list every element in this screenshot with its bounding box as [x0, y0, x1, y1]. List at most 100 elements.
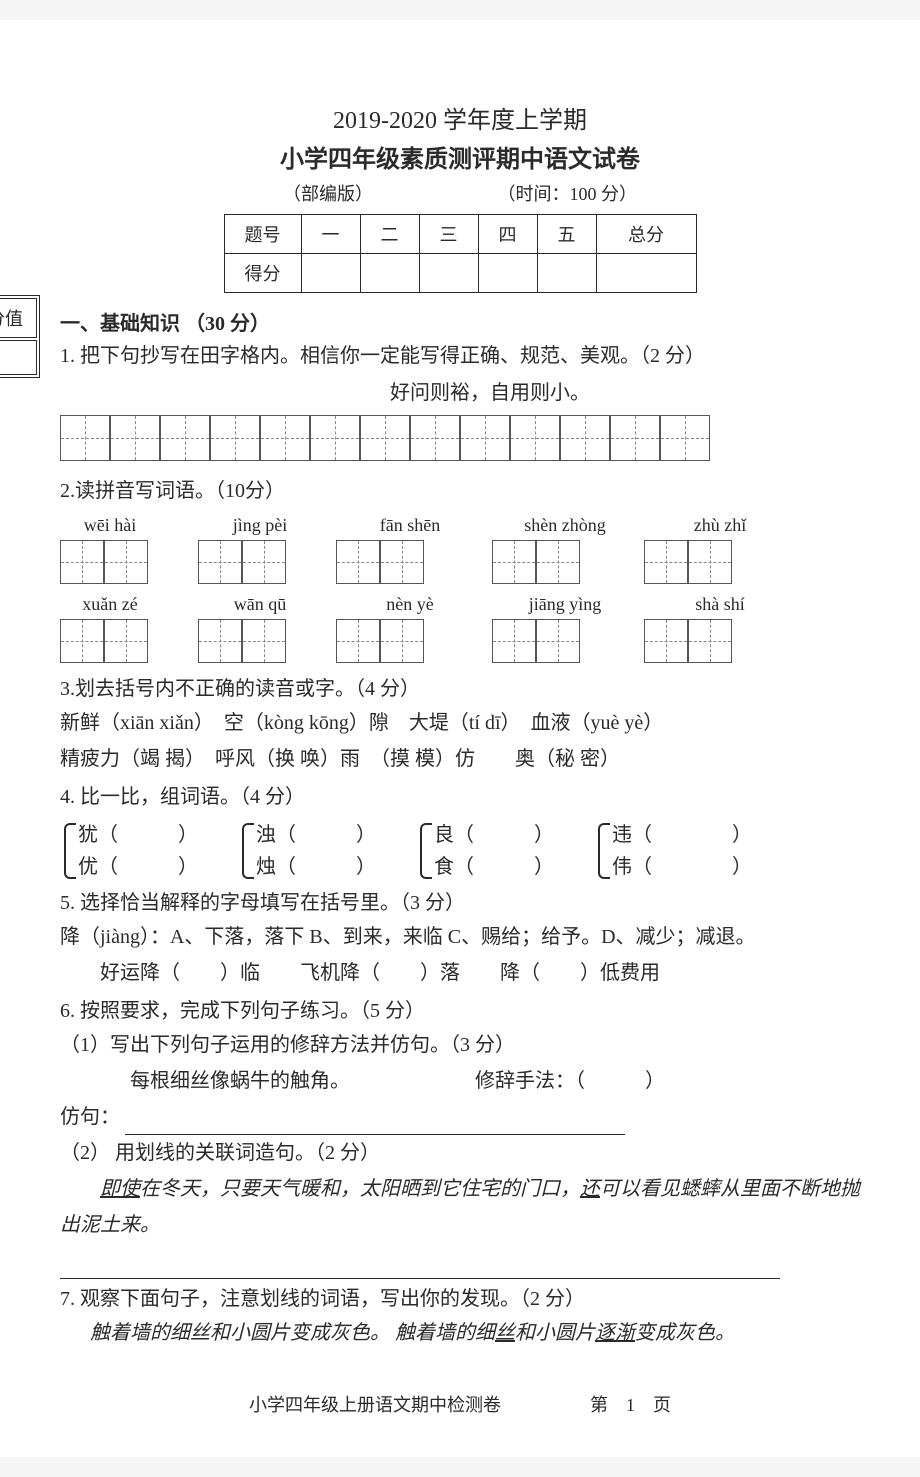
q5-items: 好运降（ ）临 飞机降（ ）落 降（ ）低费用 [100, 955, 860, 991]
pinyin: shèn zhòng [510, 515, 620, 536]
version-time-row: （部编版） （时间：100 分） [60, 180, 860, 206]
q7-s1b-mid: 和小圆片 [515, 1322, 595, 1344]
q6-sub2-sentence: 即使在冬天，只要天气暖和，太阳晒到它住宅的门口，还可以看见蟋蟀从里面不断地抛出泥… [60, 1171, 860, 1243]
score-row-label: 得分 [224, 254, 301, 293]
q4-prompt: 4. 比一比，组词语。（4 分） [60, 781, 860, 813]
score-col-label: 题号 [224, 215, 301, 254]
score-cell [478, 254, 537, 293]
word-box [492, 540, 580, 584]
pinyin: shà shí [670, 594, 770, 615]
title-year: 2019-2020 学年度上学期 [60, 100, 860, 135]
q2-prompt: 2.读拼音写词语。（10分） [60, 475, 860, 507]
q4-pair-top: 违（ ） [612, 819, 752, 851]
q2-box-row-1 [60, 540, 860, 584]
writing-cell [60, 415, 110, 461]
writing-cell [460, 415, 510, 461]
score-col-2: 二 [360, 215, 419, 254]
pinyin: jiāng yìng [510, 594, 620, 615]
score-col-4: 四 [478, 215, 537, 254]
q6-sub2-link: 还 [580, 1178, 600, 1200]
word-box [336, 540, 424, 584]
score-cell [301, 254, 360, 293]
q4-pair-bottom: 伟（ ） [612, 851, 752, 883]
score-col-total: 总分 [596, 215, 696, 254]
word-box [644, 540, 732, 584]
pinyin: nèn yè [360, 594, 460, 615]
q3-line-2: 精疲力（竭 揭） 呼风（换 唤）雨 （摸 模）仿 奥（秘 密） [60, 741, 860, 777]
writing-cell [660, 415, 710, 461]
q4-pair-top: 良（ ） [434, 819, 554, 851]
q6-sub1-method-label: 修辞手法：（ ） [475, 1070, 665, 1092]
q4-pair: 浊（ ） 烛（ ） [238, 819, 376, 883]
score-col-3: 三 [419, 215, 478, 254]
footer-right: 第 1 页 [590, 1395, 671, 1415]
blank-line [125, 1113, 625, 1135]
title-exam: 小学四年级素质测评期中语文试卷 [60, 139, 860, 174]
footer-left: 小学四年级上册语文期中检测卷 [249, 1395, 501, 1415]
score-table: 题号 一 二 三 四 五 总分 得分 [224, 214, 697, 293]
writing-cell [260, 415, 310, 461]
q2-pinyin-row-2: xuǎn zé wān qū nèn yè jiāng yìng shà shí [60, 594, 860, 615]
q7-prompt: 7. 观察下面句子，注意划线的词语，写出你的发现。（2 分） [60, 1283, 860, 1315]
word-box [492, 619, 580, 663]
q6-sub2-pre: 即使 [100, 1178, 140, 1200]
q4-bracket-group: 犹（ ） 优（ ） 浊（ ） 烛（ ） 良（ ） 食（ ） 违（ ） 伟（ ） [60, 819, 860, 883]
q5-options: 降（jiàng）：A、下落，落下 B、到来，来临 C、赐给；给予。D、减少；减退… [60, 919, 860, 955]
score-col-5: 五 [537, 215, 596, 254]
pinyin: wān qū [210, 594, 310, 615]
q2-pinyin-row-1: wēi hài jìng pèi fān shēn shèn zhòng zhù… [60, 515, 860, 536]
writing-cell [510, 415, 560, 461]
q7-s1b-pre: 触着墙的细 [395, 1322, 495, 1344]
q6-sub1-imitate-row: 仿句： [60, 1099, 860, 1135]
time-label: （时间：100 分） [498, 184, 638, 204]
q5-prompt: 5. 选择恰当解释的字母填写在括号里。（3 分） [60, 887, 860, 919]
word-box [60, 540, 148, 584]
writing-cell [310, 415, 360, 461]
q6-sub1-prompt: （1）写出下列句子运用的修辞方法并仿句。（3 分） [60, 1027, 860, 1063]
writing-cell [210, 415, 260, 461]
q4-pair-bottom: 烛（ ） [256, 851, 376, 883]
q3-line-1: 新鲜（xiān xiǎn） 空（kòng kōng）隙 大堤（tí dī） 血液… [60, 705, 860, 741]
writing-cell [160, 415, 210, 461]
score-table-score-row: 得分 [224, 254, 696, 293]
q7-s1a: 触着墙的细丝和小圆片变成灰色。 [90, 1322, 390, 1344]
word-box [198, 540, 286, 584]
writing-cell [560, 415, 610, 461]
word-box [644, 619, 732, 663]
writing-cell [610, 415, 660, 461]
q4-pair-bottom: 食（ ） [434, 851, 554, 883]
section-1-heading: 一、基础知识 （30 分） [60, 307, 860, 336]
q4-pair-bottom: 优（ ） [78, 851, 198, 883]
word-box [60, 619, 148, 663]
q6-sub2-mid1: 在冬天，只要天气暖和，太阳晒到它住宅的门口， [140, 1178, 580, 1200]
writing-cell [110, 415, 160, 461]
pinyin: fān shēn [360, 515, 460, 536]
q4-pair: 犹（ ） 优（ ） [60, 819, 198, 883]
score-cell [360, 254, 419, 293]
q2-box-row-2 [60, 619, 860, 663]
q6-sub1-sentence: 每根细丝像蜗牛的触角。 [130, 1070, 350, 1092]
exam-page: 分值 2019-2020 学年度上学期 小学四年级素质测评期中语文试卷 （部编版… [0, 20, 920, 1457]
word-box [198, 619, 286, 663]
q6-sub2-prompt: （2） 用划线的关联词造句。（2 分） [60, 1135, 860, 1171]
score-box-label: 分值 [0, 298, 37, 338]
score-cell [419, 254, 478, 293]
q4-pair: 违（ ） 伟（ ） [594, 819, 752, 883]
q7-s1b-u2: 逐渐 [595, 1322, 635, 1344]
score-box-blank [0, 340, 37, 375]
q7-sentences: 触着墙的细丝和小圆片变成灰色。 触着墙的细丝和小圆片逐渐变成灰色。 [60, 1315, 860, 1351]
q6-prompt: 6. 按照要求，完成下列句子练习。（5 分） [60, 995, 860, 1027]
writing-cell [360, 415, 410, 461]
pinyin: wēi hài [60, 515, 160, 536]
score-cell [537, 254, 596, 293]
q1-copy-text: 好问则裕，自用则小。 [120, 376, 860, 405]
q1-writing-grid [60, 415, 860, 461]
q6-sub1-row: 每根细丝像蜗牛的触角。 修辞手法：（ ） [60, 1063, 860, 1099]
pinyin: xuǎn zé [60, 594, 160, 615]
q1-prompt: 1. 把下句抄写在田字格内。相信你一定能写得正确、规范、美观。（2 分） [60, 340, 860, 372]
score-col-1: 一 [301, 215, 360, 254]
q6-sub2-blank [60, 1243, 860, 1279]
blank-line [60, 1257, 780, 1279]
q7-s1b-post: 变成灰色。 [635, 1322, 735, 1344]
score-table-header-row: 题号 一 二 三 四 五 总分 [224, 215, 696, 254]
